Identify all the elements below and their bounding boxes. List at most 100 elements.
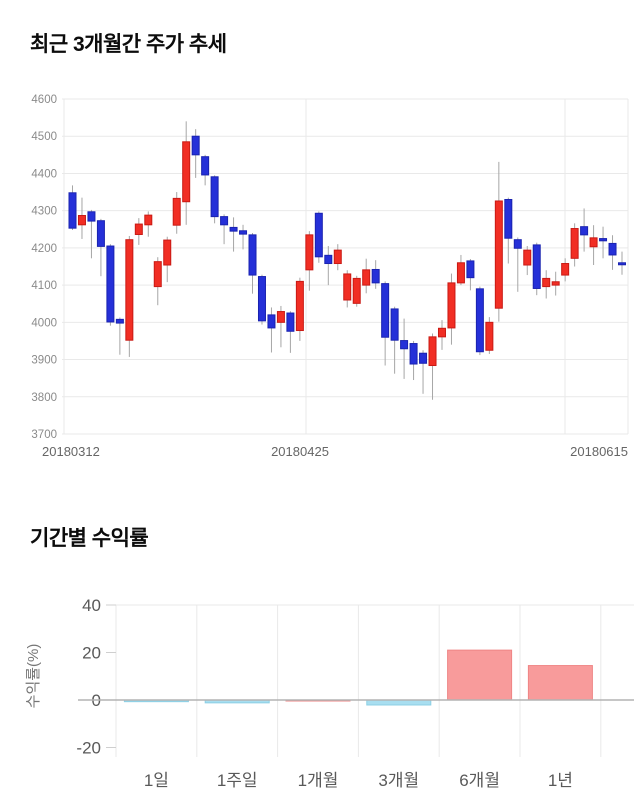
- candle-down: [248, 233, 257, 294]
- candle-body: [182, 141, 191, 203]
- candle-down: [599, 226, 608, 259]
- price-chart-canvas: 4600 4500 4400 4300 4200 4100 4000 3900 3800 3700…: [31, 94, 629, 459]
- candle-body: [352, 277, 361, 304]
- candle-body: [267, 314, 276, 329]
- candle-body: [409, 343, 418, 365]
- candle-body: [295, 280, 304, 332]
- candle-up: [362, 258, 371, 294]
- candle-body: [618, 262, 626, 266]
- y-axis-title: 수익률(%): [25, 644, 42, 709]
- candle-body: [163, 239, 172, 266]
- candle-body: [286, 312, 295, 332]
- candle-up: [343, 270, 352, 308]
- y-axis-tick-label: 4600: [31, 94, 57, 106]
- x-axis-category-label: 1개월: [298, 771, 339, 790]
- candle-down: [580, 208, 589, 252]
- y-axis-tick-label: 4100: [31, 280, 57, 292]
- candle-body: [485, 321, 494, 351]
- candle-up: [77, 197, 86, 239]
- x-axis-date-label: 20180615: [570, 444, 628, 459]
- candle-body: [513, 239, 522, 249]
- candle-body: [248, 234, 257, 276]
- return-bar: [447, 649, 513, 701]
- candle-up: [305, 231, 314, 291]
- candle-down: [220, 214, 229, 245]
- candle-up: [134, 218, 143, 245]
- x-axis-date-label: 20180312: [42, 444, 100, 459]
- candle-body: [599, 238, 608, 242]
- candle-body: [343, 273, 352, 301]
- candle-down: [381, 281, 390, 366]
- candle-down: [400, 318, 409, 379]
- candle-body: [106, 245, 115, 323]
- candle-body: [381, 283, 390, 338]
- candle-up: [523, 246, 532, 276]
- candle-up: [561, 258, 570, 282]
- candle-body: [589, 237, 598, 248]
- candle-down: [608, 235, 617, 270]
- candle-body: [561, 263, 570, 276]
- candle-down: [115, 317, 124, 355]
- candle-body: [305, 234, 314, 271]
- candle-down: [96, 218, 105, 277]
- candle-up: [182, 121, 191, 225]
- y-axis-tick-label: 20: [82, 644, 101, 663]
- x-axis-category-label: 6개월: [459, 771, 500, 790]
- candle-body: [523, 249, 532, 266]
- candle-down: [475, 286, 484, 356]
- x-axis-date-label: 20180425: [271, 444, 329, 459]
- candle-down: [257, 274, 266, 325]
- candle-up: [542, 270, 551, 299]
- y-axis-tick-label: 3900: [31, 355, 57, 367]
- candle-body: [191, 135, 200, 156]
- candle-body: [419, 352, 428, 364]
- x-axis-category-label: 1일: [144, 771, 169, 790]
- candle-down: [419, 350, 428, 394]
- candle-body: [144, 214, 153, 226]
- candle-body: [276, 311, 285, 323]
- candle-down: [106, 244, 115, 326]
- price-chart-title: 최근 3개월간 주가 추세: [30, 33, 227, 56]
- candle-body: [324, 254, 333, 265]
- y-axis-tick-label: 4500: [31, 131, 57, 143]
- candle-body: [314, 212, 323, 258]
- x-axis-category-label: 1주일: [217, 771, 258, 790]
- candle-up: [437, 320, 446, 350]
- candle-down: [504, 197, 513, 264]
- candle-up: [172, 192, 181, 234]
- candle-up: [276, 305, 285, 348]
- candle-down: [409, 340, 418, 381]
- candle-up: [352, 275, 361, 307]
- candle-up: [153, 257, 162, 306]
- candle-down: [314, 211, 323, 263]
- candle-body: [362, 269, 371, 286]
- y-axis-tick-label: 4400: [31, 168, 57, 180]
- candle-up: [144, 211, 153, 237]
- candle-down: [618, 251, 626, 275]
- candle-body: [125, 239, 134, 341]
- candle-body: [608, 242, 617, 256]
- candle-up: [551, 271, 560, 296]
- candle-body: [532, 244, 541, 289]
- candle-body: [437, 327, 446, 338]
- y-axis-tick-label: 40: [82, 596, 101, 615]
- candle-body: [447, 282, 456, 329]
- candle-up: [447, 273, 456, 345]
- candle-body: [400, 340, 409, 350]
- candle-body: [96, 220, 105, 247]
- candle-body: [428, 336, 437, 367]
- y-axis-tick-label: 3700: [31, 429, 57, 441]
- candle-body: [580, 226, 589, 236]
- candle-down: [267, 307, 276, 353]
- candle-down: [210, 175, 219, 224]
- candle-up: [333, 244, 342, 271]
- candle-down: [286, 311, 295, 353]
- candle-body: [390, 308, 399, 341]
- return-bar: [527, 665, 593, 701]
- candle-body: [475, 288, 484, 353]
- candle-body: [239, 230, 248, 235]
- candle-down: [87, 209, 96, 259]
